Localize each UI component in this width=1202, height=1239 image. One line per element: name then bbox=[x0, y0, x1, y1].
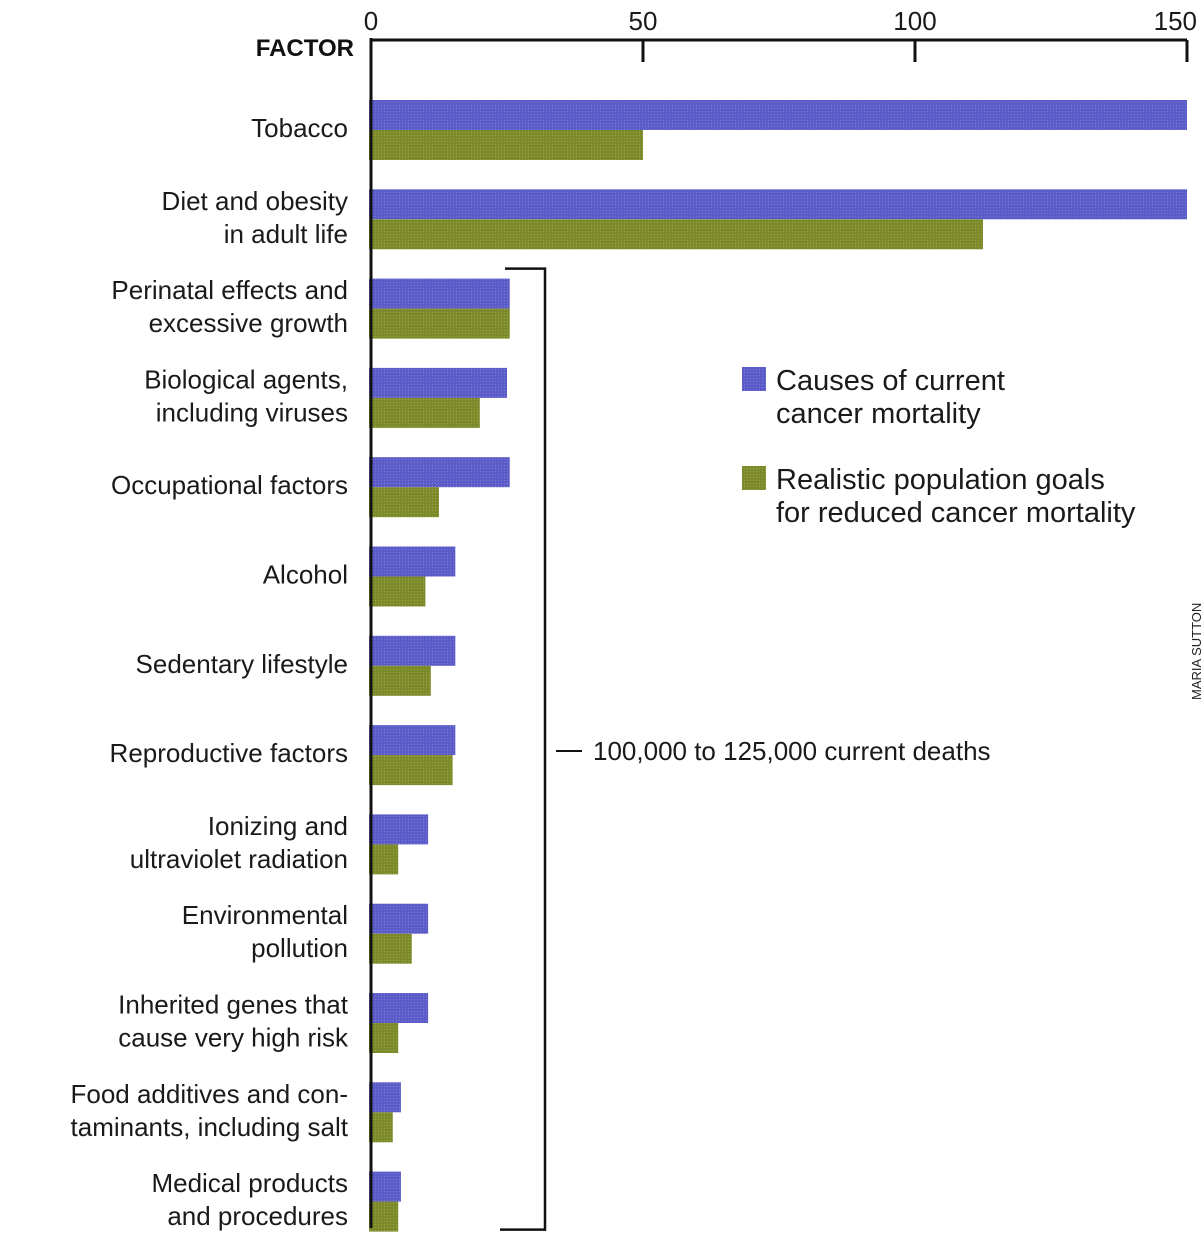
category-label: excessive growth bbox=[149, 308, 348, 338]
x-tick-label: 100 bbox=[893, 6, 936, 36]
bar-current bbox=[369, 635, 456, 666]
category-label: including viruses bbox=[156, 397, 348, 427]
credit-text: MARIA SUTTON bbox=[1189, 603, 1202, 700]
category-label: Ionizing and bbox=[208, 811, 348, 841]
bar-goal bbox=[369, 219, 983, 250]
bar-goal bbox=[369, 665, 431, 696]
category-label: Tobacco bbox=[251, 113, 348, 143]
category-label: Sedentary lifestyle bbox=[136, 649, 348, 679]
legend-label: for reduced cancer mortality bbox=[776, 497, 1136, 529]
bar-current bbox=[369, 367, 507, 398]
bar-current bbox=[369, 725, 456, 756]
category-label: pollution bbox=[251, 933, 348, 963]
legend-label: Causes of current bbox=[776, 365, 1005, 397]
bar-current bbox=[369, 278, 510, 309]
bar-current bbox=[369, 903, 429, 934]
legend-swatch bbox=[742, 466, 766, 490]
bar-current bbox=[369, 814, 429, 845]
category-label: in adult life bbox=[224, 219, 348, 249]
bars-group bbox=[369, 100, 1187, 1232]
category-label: Biological agents, bbox=[144, 364, 348, 394]
legend-label: Realistic population goals bbox=[776, 464, 1105, 496]
bar-goal bbox=[369, 755, 453, 786]
bar-goal bbox=[369, 487, 439, 518]
bar-current bbox=[369, 457, 510, 488]
bar-current bbox=[369, 100, 1187, 130]
category-label: cause very high risk bbox=[118, 1023, 349, 1053]
x-tick-label: 0 bbox=[364, 6, 378, 36]
category-label: ultraviolet radiation bbox=[130, 844, 348, 874]
bar-current bbox=[369, 189, 1187, 220]
category-label: and procedures bbox=[167, 1201, 348, 1231]
bar-current bbox=[369, 993, 429, 1023]
bar-current bbox=[369, 1171, 401, 1202]
bar-current bbox=[369, 1082, 401, 1113]
category-label: Alcohol bbox=[263, 560, 348, 590]
category-label: Environmental bbox=[182, 900, 348, 930]
legend-label: cancer mortality bbox=[776, 398, 981, 430]
category-header: FACTOR bbox=[256, 35, 354, 62]
category-label: taminants, including salt bbox=[71, 1112, 349, 1142]
bar-goal bbox=[369, 397, 480, 428]
category-label: Perinatal effects and bbox=[111, 275, 348, 305]
category-label: Medical products bbox=[151, 1168, 348, 1198]
bar-goal bbox=[369, 1023, 399, 1053]
annotation-text: 100,000 to 125,000 current deaths bbox=[593, 736, 991, 766]
bar-goal bbox=[369, 844, 399, 875]
x-axis: 0 50 100 150 FACTOR bbox=[256, 6, 1197, 1228]
category-label: Inherited genes that bbox=[118, 990, 349, 1020]
legend-swatch bbox=[742, 367, 766, 391]
category-label: Occupational factors bbox=[111, 470, 348, 500]
bar-goal bbox=[369, 1201, 399, 1232]
x-tick-label: 50 bbox=[629, 6, 658, 36]
annotation-group: 100,000 to 125,000 current deaths MARIA S… bbox=[500, 267, 1202, 1231]
bar-goal bbox=[369, 576, 426, 607]
bracket bbox=[500, 267, 547, 1231]
x-tick-label: 150 bbox=[1154, 6, 1197, 36]
category-label: Diet and obesity bbox=[162, 186, 348, 216]
bar-goal bbox=[369, 933, 412, 964]
bar-goal bbox=[369, 1112, 393, 1143]
bar-goal bbox=[369, 308, 510, 339]
bar-current bbox=[369, 546, 456, 577]
category-label: Reproductive factors bbox=[110, 738, 348, 768]
bar-goal bbox=[369, 130, 643, 160]
category-label: Food additives and con- bbox=[70, 1079, 348, 1109]
